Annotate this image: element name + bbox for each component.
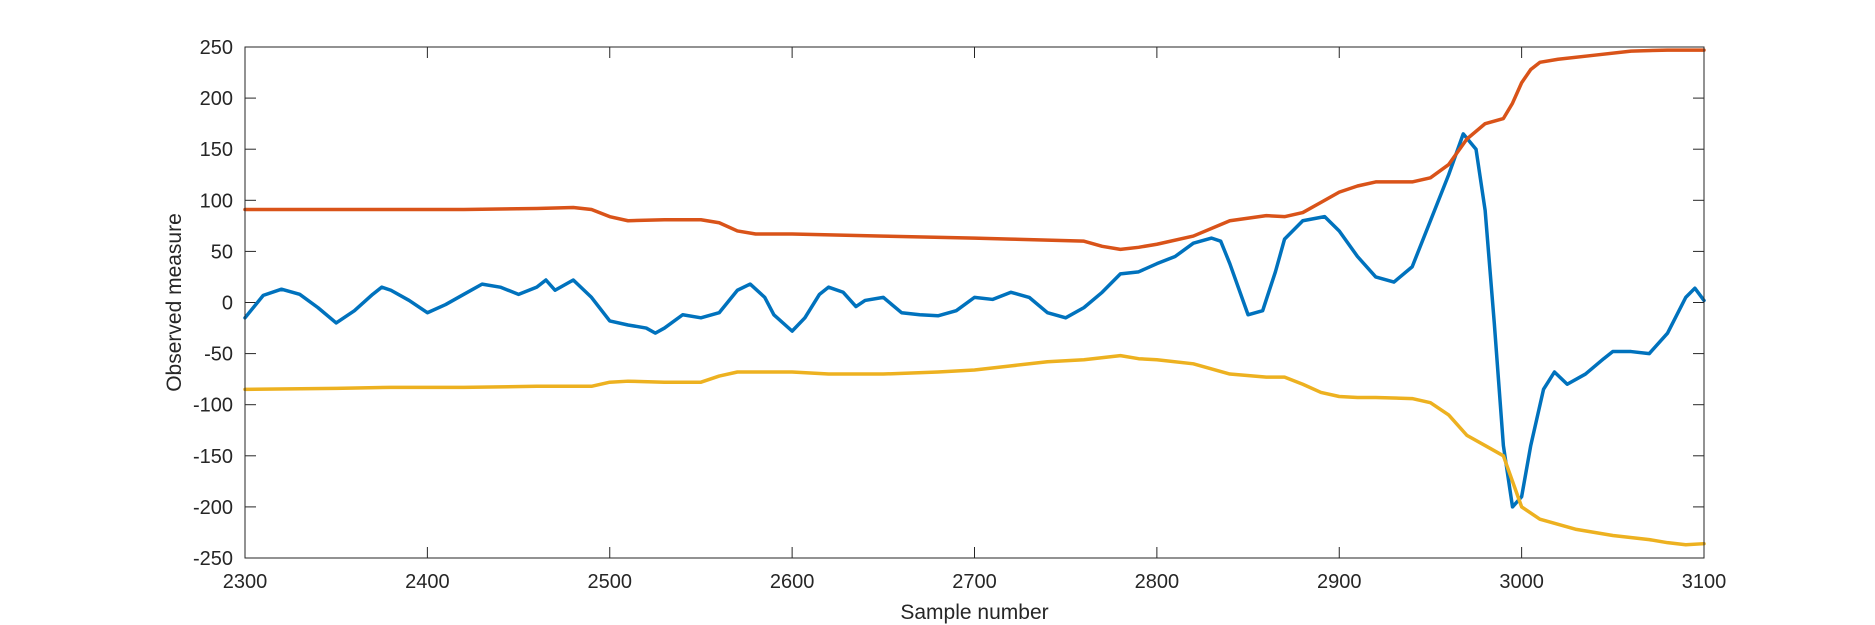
y-tick-label: 50 — [211, 241, 233, 263]
plot-area-frame — [244, 46, 1705, 559]
y-tick-label: -200 — [193, 497, 233, 519]
y-tick-label: -50 — [204, 344, 233, 366]
x-tick-label: 3100 — [1682, 571, 1727, 593]
x-tick-label: 2400 — [405, 571, 450, 593]
y-tick-label: -150 — [193, 446, 233, 468]
y-tick-label: 150 — [200, 139, 233, 161]
x-tick-label: 2700 — [952, 571, 997, 593]
y-tick-label: 100 — [200, 190, 233, 212]
x-tick-label: 2300 — [223, 571, 268, 593]
plot-area-background — [245, 47, 1704, 558]
x-axis-label: Sample number — [900, 601, 1048, 624]
y-tick-label: -250 — [193, 548, 233, 570]
x-tick-label: 3000 — [1499, 571, 1544, 593]
series-line-1 — [243, 132, 1706, 509]
y-axis-ticks: -250 -200 -150 -100 -50 0 50 100 150 200 250 — [193, 37, 1704, 570]
y-tick-label: 200 — [200, 88, 233, 110]
series-line-3 — [243, 353, 1706, 547]
y-tick-label: 0 — [222, 293, 233, 315]
y-tick-label: 250 — [200, 37, 233, 59]
x-tick-label: 2900 — [1317, 571, 1362, 593]
x-tick-label: 2800 — [1135, 571, 1180, 593]
y-tick-label: -100 — [193, 395, 233, 417]
x-tick-label: 2600 — [770, 571, 815, 593]
x-axis-ticks: 2300 2400 2500 2600 2700 2800 2900 3000 3100 — [223, 47, 1727, 593]
x-tick-label: 2500 — [588, 571, 633, 593]
series-layer — [243, 48, 1706, 547]
y-axis-label: Observed measure — [163, 213, 186, 392]
series-line-2 — [243, 48, 1706, 252]
